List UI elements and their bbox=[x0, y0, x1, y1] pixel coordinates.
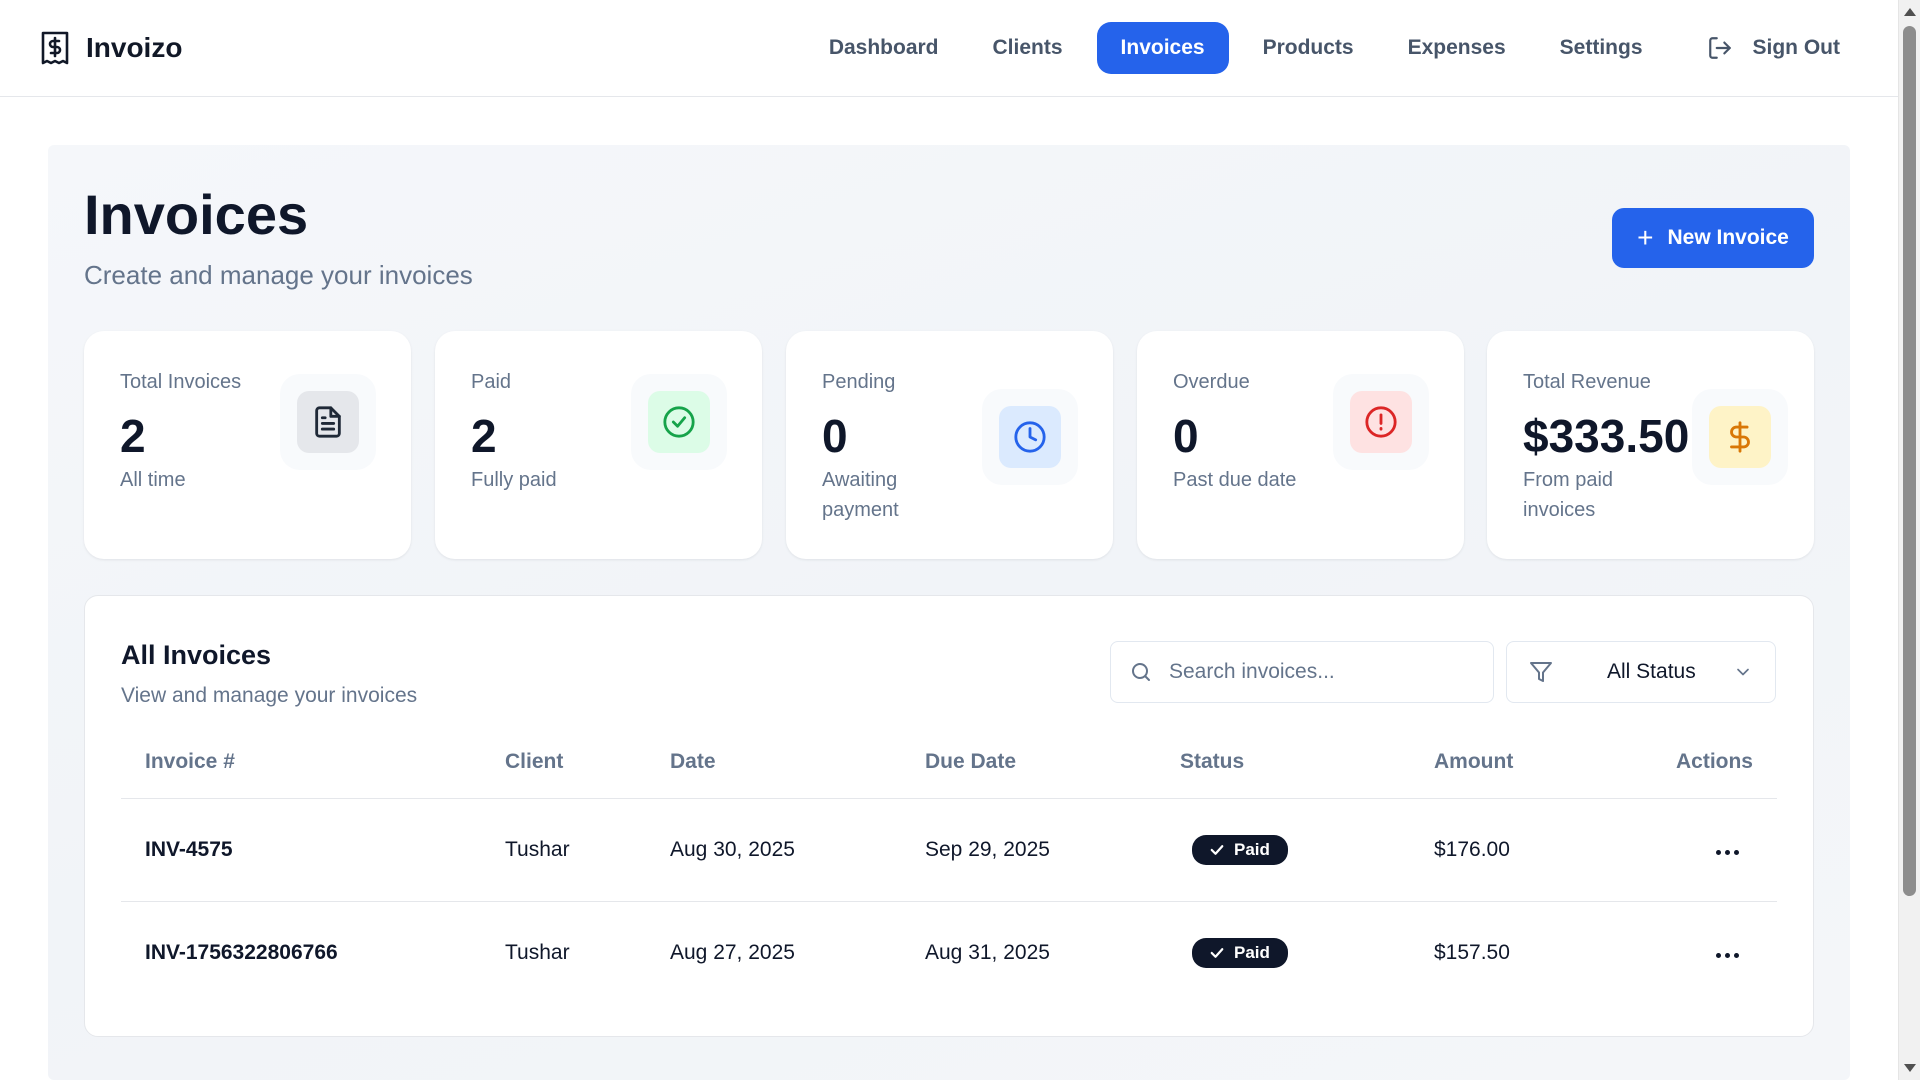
sign-out-label: Sign Out bbox=[1752, 36, 1841, 59]
panel-subtitle: View and manage your invoices bbox=[121, 684, 418, 707]
column-header-amount[interactable]: Amount bbox=[1434, 726, 1634, 799]
stat-card-overdue: Overdue 0 Past due date bbox=[1137, 331, 1464, 559]
new-invoice-button[interactable]: + New Invoice bbox=[1612, 208, 1814, 268]
nav-expenses[interactable]: Expenses bbox=[1407, 36, 1506, 59]
search-box[interactable] bbox=[1110, 641, 1494, 703]
column-header-status[interactable]: Status bbox=[1180, 726, 1434, 799]
chevron-down-icon bbox=[1737, 668, 1749, 676]
table-row[interactable]: INV-4575 Tushar Aug 30, 2025 Sep 29, 202… bbox=[121, 798, 1777, 902]
table-header-row: Invoice # Client Date Due Date Status Am… bbox=[121, 726, 1777, 799]
stat-icon-container bbox=[1333, 374, 1429, 470]
clock-icon bbox=[999, 406, 1061, 468]
column-header-client[interactable]: Client bbox=[505, 726, 670, 799]
stat-icon-container bbox=[280, 374, 376, 470]
invoice-number[interactable]: INV-4575 bbox=[121, 798, 505, 902]
status-badge-label: Paid bbox=[1234, 839, 1270, 859]
page-title: Invoices bbox=[84, 183, 309, 246]
main-nav: Dashboard Clients Invoices Products Expe… bbox=[809, 22, 1858, 74]
stat-icon-container bbox=[982, 389, 1078, 485]
invoice-amount: $157.50 bbox=[1434, 940, 1510, 964]
column-header-actions: Actions bbox=[1634, 726, 1777, 799]
vertical-scrollbar[interactable] bbox=[1898, 0, 1920, 1080]
invoice-date: Aug 30, 2025 bbox=[670, 798, 925, 902]
invoice-date: Aug 27, 2025 bbox=[670, 940, 795, 964]
stat-value: 0 bbox=[1173, 410, 1199, 462]
stat-subtext: From paid invoices bbox=[1523, 469, 1614, 521]
app-name: Invoizo bbox=[86, 32, 183, 63]
column-header-invoice[interactable]: Invoice # bbox=[121, 726, 505, 799]
sign-out-button[interactable]: Sign Out bbox=[1707, 35, 1841, 61]
invoice-client: Tushar bbox=[505, 798, 670, 902]
status-badge-label: Paid bbox=[1234, 942, 1270, 962]
check-icon bbox=[1210, 947, 1224, 958]
stat-card-total-invoices: Total Invoices 2 All time bbox=[84, 331, 411, 559]
status-badge: Paid bbox=[1192, 834, 1288, 865]
search-icon bbox=[1132, 663, 1150, 681]
status-filter-select[interactable]: All Status bbox=[1506, 641, 1776, 703]
stat-card-total-revenue: Total Revenue $333.50 From paid invoices bbox=[1487, 331, 1814, 559]
dollar-icon bbox=[1709, 406, 1771, 468]
file-text-icon bbox=[297, 391, 359, 453]
stat-subtext: All time bbox=[120, 469, 186, 491]
invoice-actions-cell bbox=[1634, 798, 1777, 902]
invoices-panel: All Invoices View and manage your invoic… bbox=[84, 595, 1814, 1037]
stat-card-pending: Pending 0 Awaiting payment bbox=[786, 331, 1113, 559]
nav-settings[interactable]: Settings bbox=[1559, 36, 1643, 59]
stat-label: Pending bbox=[822, 371, 896, 393]
stat-icon-container bbox=[631, 374, 727, 470]
more-actions-icon[interactable] bbox=[1708, 945, 1747, 966]
nav-clients[interactable]: Clients bbox=[992, 36, 1063, 59]
stat-label: Paid bbox=[471, 371, 512, 393]
invoice-client: Tushar bbox=[505, 940, 570, 964]
dollar-document-icon bbox=[41, 31, 69, 65]
invoice-amount: $176.00 bbox=[1434, 798, 1634, 902]
stat-label: Overdue bbox=[1173, 371, 1250, 393]
invoice-status-cell: Paid bbox=[1180, 798, 1434, 902]
panel-title: All Invoices bbox=[121, 640, 272, 670]
stat-subtext: Awaiting payment bbox=[822, 469, 899, 521]
invoice-actions-cell bbox=[1634, 901, 1777, 1004]
check-icon bbox=[1210, 844, 1224, 855]
stat-label: Total Revenue bbox=[1523, 371, 1651, 393]
table-row[interactable]: INV-1756322806766 Tushar Aug 27, 2025 Au… bbox=[121, 901, 1777, 1004]
stat-value: 2 bbox=[471, 410, 497, 462]
invoice-due-date: Sep 29, 2025 bbox=[925, 798, 1180, 902]
stat-subtext: Fully paid bbox=[471, 469, 557, 491]
alert-circle-icon bbox=[1350, 391, 1412, 453]
page-subtitle: Create and manage your invoices bbox=[84, 260, 473, 290]
column-header-date[interactable]: Date bbox=[670, 726, 925, 799]
check-circle-icon bbox=[648, 391, 710, 453]
invoices-table: Invoice # Client Date Due Date Status Am… bbox=[121, 726, 1777, 1004]
scroll-up-arrow-icon[interactable] bbox=[1904, 8, 1916, 16]
stat-icon-container bbox=[1692, 389, 1788, 485]
stat-value: 2 bbox=[120, 410, 146, 462]
invoice-number[interactable]: INV-1756322806766 bbox=[145, 940, 338, 964]
invoice-due-date: Aug 31, 2025 bbox=[925, 940, 1050, 964]
nav-invoices[interactable]: Invoices bbox=[1096, 22, 1229, 74]
stat-subtext: Past due date bbox=[1173, 469, 1297, 491]
plus-icon: + bbox=[1637, 222, 1654, 253]
invoice-status-cell: Paid bbox=[1180, 901, 1434, 1004]
scroll-thumb[interactable] bbox=[1903, 26, 1916, 896]
stat-value: 0 bbox=[822, 410, 848, 462]
stat-card-paid: Paid 2 Fully paid bbox=[435, 331, 762, 559]
search-input[interactable] bbox=[1169, 660, 1469, 684]
column-header-due-date[interactable]: Due Date bbox=[925, 726, 1180, 799]
filter-icon bbox=[1530, 662, 1552, 682]
nav-dashboard[interactable]: Dashboard bbox=[828, 36, 939, 59]
nav-products[interactable]: Products bbox=[1262, 36, 1354, 59]
brand[interactable]: Invoizo bbox=[40, 30, 182, 66]
logout-icon bbox=[1708, 37, 1731, 59]
more-actions-icon[interactable] bbox=[1708, 842, 1747, 863]
scroll-down-arrow-icon[interactable] bbox=[1904, 1064, 1916, 1072]
new-invoice-label: New Invoice bbox=[1667, 226, 1789, 249]
stat-label: Total Invoices bbox=[120, 371, 242, 393]
status-badge: Paid bbox=[1192, 937, 1288, 968]
stat-value: $333.50 bbox=[1523, 410, 1690, 462]
top-navigation: Invoizo Dashboard Clients Invoices Produ… bbox=[0, 0, 1898, 97]
status-filter-value: All Status bbox=[1607, 660, 1696, 683]
